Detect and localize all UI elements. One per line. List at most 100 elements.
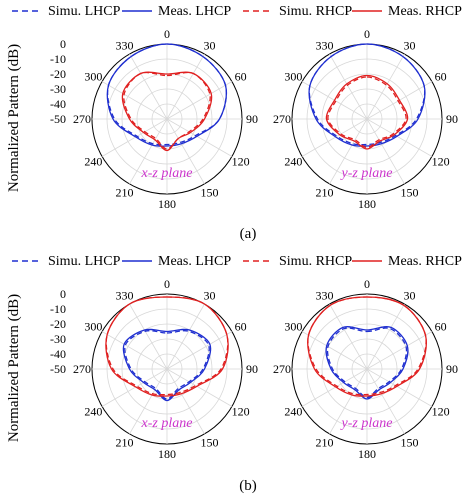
ylabel-panel-b: Normalized Pattern (dB) [6, 294, 22, 442]
angle-tick-label: 180 [358, 197, 376, 211]
angle-tick-label: 150 [201, 186, 219, 200]
plane-label: x-z plane [141, 166, 193, 181]
caption-b: (b) [239, 478, 257, 494]
angle-tick-label: 180 [358, 447, 376, 461]
angle-tick-label: 330 [316, 288, 334, 302]
radial-tick-label: -50 [50, 112, 66, 126]
angle-tick-label: 90 [246, 112, 258, 126]
radial-tick-label: 0 [60, 37, 66, 51]
angle-tick-label: 120 [432, 405, 450, 419]
angle-tick-label: 270 [73, 112, 91, 126]
angle-tick-label: 30 [204, 38, 216, 52]
angle-tick-label: 180 [158, 197, 176, 211]
plane-label: y-z plane [340, 416, 393, 431]
angle-tick-label: 300 [84, 320, 102, 334]
angle-tick-label: 270 [273, 112, 291, 126]
grid-spoke [166, 118, 205, 185]
angle-tick-label: 330 [116, 288, 134, 302]
angle-tick-label: 210 [316, 186, 334, 200]
grid-spoke [329, 303, 368, 370]
polar-plot-b-yz: 0 30 60 90 120 150 180 210 240 270 300 330 y-z plane [273, 277, 458, 461]
angle-tick-label: 270 [73, 362, 91, 376]
angle-tick-label: 0 [364, 277, 370, 291]
angle-tick-label: 240 [284, 405, 302, 419]
angle-tick-label: 240 [284, 155, 302, 169]
grid-spoke [329, 118, 368, 185]
radial-tick-label: -30 [50, 332, 66, 346]
grid-spoke [166, 331, 233, 370]
ylabel-panel-a: Normalized Pattern (dB) [6, 44, 22, 192]
radial-tick-label: -40 [50, 347, 66, 361]
polar-plot-a-yz: 0 30 60 90 120 150 180 210 240 270 300 330 y-z plane [273, 27, 458, 211]
angle-tick-label: 60 [435, 70, 447, 84]
angle-tick-label: 0 [364, 27, 370, 41]
grid-spoke [366, 303, 405, 370]
grid-spoke [301, 331, 368, 370]
legend-label: Meas. RHCP [388, 254, 462, 269]
polar-plot-b-xz: 03060901201501802102402703003300-10-20-3… [50, 277, 258, 461]
polar-plot-a-xz: 03060901201501802102402703003300-10-20-3… [50, 27, 258, 211]
radial-tick-label: 0 [60, 287, 66, 301]
angle-tick-label: 60 [235, 320, 247, 334]
angle-tick-label: 30 [404, 38, 416, 52]
angle-tick-label: 60 [235, 70, 247, 84]
grid-spoke [129, 368, 168, 435]
angle-tick-label: 0 [164, 27, 170, 41]
radial-tick-label: -50 [50, 362, 66, 376]
legend-label: Meas. LHCP [158, 254, 231, 269]
grid-spoke [166, 368, 233, 407]
grid-spoke [366, 118, 433, 157]
angle-tick-label: 240 [84, 155, 102, 169]
angle-tick-label: 30 [204, 288, 216, 302]
angle-tick-label: 90 [446, 112, 458, 126]
grid-spoke [301, 118, 368, 157]
grid-spoke [366, 368, 433, 407]
legend-label: Simu. LHCP [48, 4, 121, 19]
grid-spoke [166, 81, 233, 120]
grid-spoke [366, 368, 405, 435]
angle-tick-label: 210 [116, 436, 134, 450]
radial-tick-label: -20 [50, 67, 66, 81]
legend-panel-b: Simu. LHCP Meas. LHCP Simu. RHCP Meas. RHCP [12, 254, 462, 269]
angle-tick-label: 180 [158, 447, 176, 461]
legend-label: Simu. RHCP [279, 254, 352, 269]
radial-tick-label: -30 [50, 82, 66, 96]
radial-tick-label: -10 [50, 52, 66, 66]
grid-spoke [101, 368, 168, 407]
grid-spoke [329, 53, 368, 120]
angle-tick-label: 150 [401, 186, 419, 200]
angle-tick-label: 120 [232, 155, 250, 169]
legend-label: Meas. LHCP [158, 4, 231, 19]
grid-spoke [301, 368, 368, 407]
angle-tick-label: 330 [116, 38, 134, 52]
angle-tick-label: 120 [232, 405, 250, 419]
grid-spoke [366, 118, 405, 185]
caption-a: (a) [240, 226, 257, 242]
plane-label: y-z plane [340, 166, 393, 181]
angle-tick-label: 150 [401, 436, 419, 450]
grid-spoke [129, 118, 168, 185]
angle-tick-label: 90 [246, 362, 258, 376]
legend-panel-a: Simu. LHCP Meas. LHCP Simu. RHCP Meas. RHCP [12, 4, 462, 19]
grid-spoke [101, 118, 168, 157]
angle-tick-label: 300 [284, 70, 302, 84]
angle-tick-label: 240 [84, 405, 102, 419]
angle-tick-label: 60 [435, 320, 447, 334]
grid-spoke [166, 53, 205, 120]
grid-spoke [366, 331, 433, 370]
angle-tick-label: 150 [201, 436, 219, 450]
grid-spoke [129, 303, 168, 370]
grid-spoke [329, 368, 368, 435]
legend-label: Simu. LHCP [48, 254, 121, 269]
grid-spoke [366, 53, 405, 120]
angle-tick-label: 0 [164, 277, 170, 291]
grid-spoke [166, 368, 205, 435]
angle-tick-label: 300 [284, 320, 302, 334]
radial-tick-label: -20 [50, 317, 66, 331]
legend-label: Meas. RHCP [388, 4, 462, 19]
angle-tick-label: 270 [273, 362, 291, 376]
grid-spoke [101, 81, 168, 120]
grid-spoke [166, 118, 233, 157]
